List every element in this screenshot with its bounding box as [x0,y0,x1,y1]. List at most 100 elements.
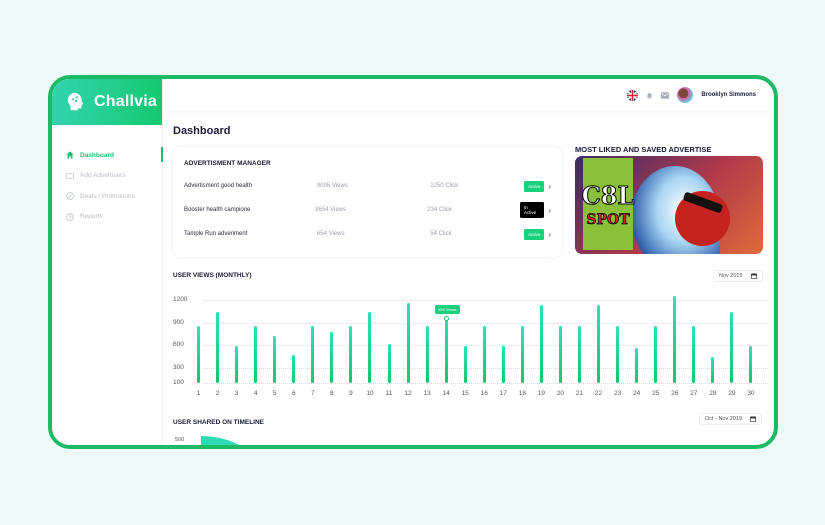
sidebar-item-reports[interactable]: Reports [52,207,162,228]
x-axis-tick: 18 [518,390,526,397]
featured-ad-image[interactable]: C8L SPOT [575,156,763,254]
x-axis-tick: 29 [728,390,736,397]
user-shared-date-picker[interactable]: Oct - Nov 2019 [699,413,762,425]
bar[interactable] [368,312,372,383]
ad-clicks: 1250 Click [430,183,459,189]
bar[interactable] [558,326,562,383]
x-axis-tick: 21 [575,390,584,397]
bar[interactable] [654,326,658,383]
brand: Challvia [52,79,162,125]
chevron-right-icon[interactable]: › [548,229,551,239]
bar[interactable] [444,318,448,383]
user-views-date-picker[interactable]: Nov 2019 [713,270,763,282]
x-axis-tick: 19 [537,390,545,397]
grid-line [203,300,768,301]
ad-views: 654 Views [316,231,345,237]
bar[interactable] [635,348,639,383]
x-axis-tick: 4 [253,390,258,397]
bar[interactable] [273,336,277,383]
check-circle-icon [66,192,74,201]
x-axis-tick: 30 [747,390,755,397]
chevron-right-icon[interactable]: › [548,205,551,215]
sidebar-item-add-advertisers[interactable]: Add Advertisers [52,166,162,187]
x-axis-tick: 17 [499,390,507,397]
bar[interactable] [216,312,220,383]
x-axis-tick: 24 [633,390,641,397]
bar[interactable] [520,326,524,383]
bar[interactable] [235,346,239,383]
brain-head-logo-icon [67,92,84,111]
bar[interactable] [425,326,429,383]
x-axis-tick: 9 [349,390,353,397]
cool-spot-logo: C8L SPOT [581,158,635,250]
x-axis-tick: 23 [613,390,622,397]
bar[interactable] [311,326,315,383]
bar[interactable] [692,326,696,383]
bar[interactable] [616,326,620,383]
bar[interactable] [730,312,734,383]
status-badge[interactable]: Active [524,228,545,240]
ad-views: 8654 Views [315,207,347,213]
x-axis-tick: 11 [385,390,393,397]
bar[interactable] [349,326,353,383]
bar[interactable] [463,346,467,383]
bar[interactable] [254,326,258,383]
y-axis-tick: 500 [175,437,185,443]
x-axis-tick: 6 [291,390,296,397]
bar[interactable] [711,357,715,383]
bar[interactable] [406,303,410,383]
grid-line [203,383,768,384]
table-row[interactable]: Advertisment good health 9005 Views 1250… [184,179,551,193]
logo-text-bottom: SPOT [586,211,630,228]
bar[interactable] [597,304,601,383]
main-content: Dashboard ADVERTISMENT MANAGER Advertism… [163,111,774,445]
bar[interactable] [292,355,296,383]
user-shared-title: USER SHARED ON TIMELINE [173,419,265,426]
pie-chart-icon [66,212,74,221]
bar[interactable] [749,346,753,383]
x-axis-tick: 22 [594,390,603,397]
sidebar-item-label: Add Advertisers [80,172,126,180]
x-axis-tick: 25 [652,390,660,397]
bar[interactable] [197,326,200,383]
home-icon [66,151,74,159]
tooltip-dot [443,316,449,322]
bar[interactable] [673,296,677,383]
chevron-right-icon[interactable]: › [548,181,551,191]
sidebar: Challvia Dashboard Add Advertisers Deals… [52,79,163,445]
user-name[interactable]: Brooklyn Simmons [701,92,756,98]
calendar-icon [750,273,757,279]
bar[interactable] [482,326,486,383]
sidebar-item-dashboard[interactable]: Dashboard [52,145,163,166]
x-axis-tick: 26 [671,390,679,397]
status-badge[interactable]: Active [524,180,545,192]
top-bar: Brooklyn Simmons [163,79,774,111]
bar[interactable] [578,326,581,383]
x-axis-tick: 13 [423,390,431,397]
bar[interactable] [330,332,334,383]
advertisment-manager-card: ADVERTISMENT MANAGER Advertisment good h… [173,147,561,257]
bar[interactable] [387,343,391,383]
x-axis-tick: 3 [234,390,239,397]
x-axis-tick: 1 [196,390,201,397]
x-axis-tick: 15 [461,390,469,397]
calendar-icon [750,416,756,422]
date-value: Nov 2019 [719,273,743,279]
card-title: ADVERTISMENT MANAGER [184,160,271,167]
avatar[interactable] [677,87,694,103]
x-axis-tick: 5 [272,390,277,397]
bar[interactable] [501,346,505,383]
sidebar-item-deals-promotions[interactable]: Deals / Promotions [52,186,162,207]
bar[interactable] [539,304,543,383]
status-badge[interactable]: In Active [519,202,545,218]
y-axis-tick: 600 [173,341,184,349]
x-axis-tick: 8 [330,390,334,397]
page-title: Dashboard [173,125,231,137]
mail-icon[interactable] [661,91,670,99]
ad-clicks: 54 Click [430,231,452,237]
ad-clicks: 234 Click [427,207,452,213]
bell-icon[interactable] [646,92,653,99]
uk-flag-icon[interactable] [627,89,639,101]
table-row[interactable]: Tample Run adveriment 654 Views 54 Click… [184,227,551,241]
table-row[interactable]: Booster health campione 8654 Views 234 C… [184,202,551,218]
